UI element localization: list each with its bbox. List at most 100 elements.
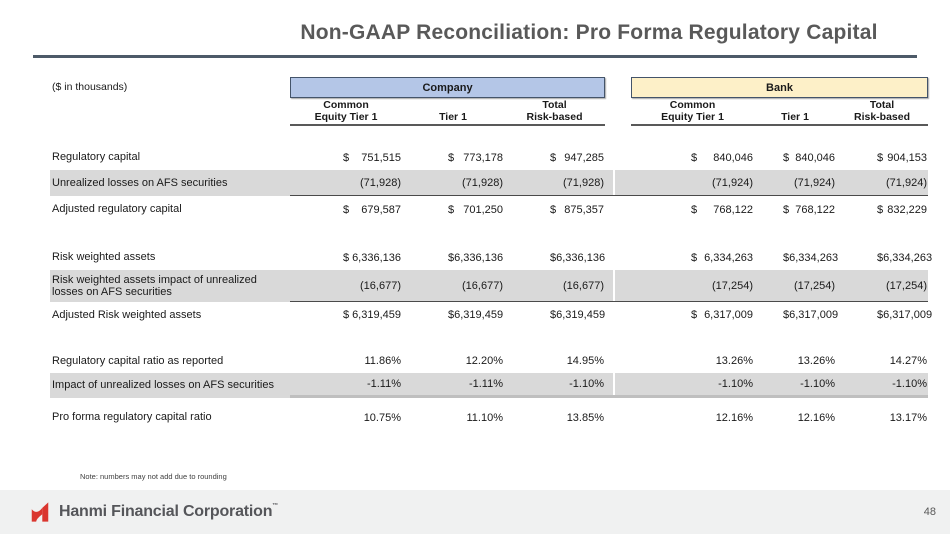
cell-value: $840,046: [691, 151, 753, 164]
cell-value: $947,285: [550, 151, 604, 164]
column-gap: [605, 170, 631, 196]
cell-value: -1.10%: [754, 373, 836, 398]
cell-value: 10.75%: [363, 411, 401, 424]
table-row: Unrealized losses on AFS securities (71,…: [50, 170, 928, 196]
group-header-row: ($ in thousands) Company Bank: [50, 77, 928, 98]
column-gap: [605, 77, 631, 98]
cell-value: $6,336,136: [550, 251, 606, 264]
page-number: 48: [923, 506, 936, 518]
brand-name: Hanmi Financial Corporation™: [59, 503, 279, 520]
cell-value: $904,153: [877, 151, 927, 164]
cell-value: $6,317,009: [691, 309, 753, 321]
table-row: Adjusted Risk weighted assets $6,319,459…: [50, 302, 933, 328]
row-label: Risk weighted assets impact of unrealize…: [50, 270, 290, 302]
table-row: Risk weighted assets $6,336,136 $6,336,1…: [50, 245, 933, 270]
row-label: Unrealized losses on AFS securities: [50, 170, 290, 196]
company-group-header: Company: [290, 77, 605, 98]
cell-value: (17,254): [631, 270, 754, 302]
cell-value: (71,924): [836, 170, 928, 196]
cell-value: (17,254): [836, 270, 928, 302]
cell-value: (16,677): [402, 270, 504, 302]
cell-value: $773,178: [448, 151, 503, 164]
cell-value: (71,928): [504, 170, 605, 196]
column-gap: [605, 270, 631, 302]
column-gap: [605, 405, 631, 430]
column-header-cet1: Common Equity Tier 1: [631, 98, 754, 126]
cell-value: $701,250: [448, 203, 503, 216]
cell-value: $679,587: [343, 203, 401, 216]
cell-value: $6,336,136: [448, 251, 504, 264]
hanmi-logo-icon: [31, 502, 49, 522]
table-row: Pro forma regulatory capital ratio 10.75…: [50, 398, 928, 430]
empty-header-cell: [50, 98, 290, 126]
cell-value: $840,046: [783, 151, 835, 164]
column-gap: [605, 349, 631, 373]
column-header-total: Total Risk-based: [836, 98, 928, 126]
column-header-tier1: Tier 1: [754, 98, 836, 126]
title-divider: [33, 55, 917, 58]
column-header-tier1: Tier 1: [402, 98, 504, 126]
cell-value: $6,336,136: [343, 251, 401, 264]
column-gap: [605, 196, 631, 223]
cell-value: $768,122: [691, 203, 753, 216]
rounding-note: Note: numbers may not add due to roundin…: [80, 472, 227, 481]
table-row: Risk weighted assets impact of unrealize…: [50, 270, 928, 302]
cell-value: (71,924): [754, 170, 836, 196]
column-header-cet1: Common Equity Tier 1: [290, 98, 402, 126]
table-row: Adjusted regulatory capital $679,587 $70…: [50, 196, 928, 223]
cell-value: $6,319,459: [550, 309, 606, 321]
cell-value: $6,317,009: [783, 309, 839, 321]
cell-value: (17,254): [754, 270, 836, 302]
cell-value: $875,357: [550, 203, 604, 216]
table-row: Regulatory capital $751,515 $773,178 $94…: [50, 145, 928, 170]
row-label: Adjusted regulatory capital: [52, 203, 182, 216]
table-row: Regulatory capital ratio as reported 11.…: [50, 349, 928, 373]
cell-value: 11.10%: [466, 411, 504, 424]
cell-value: (71,924): [631, 170, 754, 196]
cell-value: -1.11%: [290, 373, 402, 398]
column-header-row: Common Equity Tier 1 Tier 1 Total Risk-b…: [50, 98, 928, 126]
bank-group-header: Bank: [631, 77, 928, 98]
column-header-total: Total Risk-based: [504, 98, 605, 126]
cell-value: 12.16%: [715, 411, 753, 424]
cell-value: 13.17%: [889, 411, 927, 424]
row-label: Regulatory capital ratio as reported: [52, 354, 224, 367]
trademark-mark: ™: [272, 503, 279, 509]
column-gap: [605, 145, 631, 170]
table-row: Impact of unrealized losses on AFS secur…: [50, 373, 928, 398]
units-label: ($ in thousands): [52, 81, 128, 94]
cell-value: $6,334,263: [691, 251, 753, 264]
cell-value: 13.26%: [715, 355, 753, 367]
cell-value: $832,229: [877, 203, 927, 216]
spacer-row: [50, 223, 928, 245]
cell-value: $6,334,263: [877, 251, 933, 264]
row-label: Adjusted Risk weighted assets: [52, 308, 202, 321]
footer-bar: Hanmi Financial Corporation™ 48: [0, 490, 950, 534]
spacer-row: [50, 328, 928, 349]
cell-value: 11.86%: [364, 355, 402, 367]
row-label: Risk weighted assets: [52, 251, 156, 264]
column-gap: [605, 302, 631, 328]
cell-value: $751,515: [343, 151, 401, 164]
cell-value: $6,319,459: [343, 309, 401, 321]
cell-value: 12.16%: [797, 411, 835, 424]
spacer-row: [50, 126, 928, 145]
reconciliation-table: ($ in thousands) Company Bank Common Equ…: [50, 77, 933, 430]
cell-value: -1.11%: [402, 373, 504, 398]
page-title: Non-GAAP Reconciliation: Pro Forma Regul…: [300, 21, 878, 44]
cell-value: (71,928): [290, 170, 402, 196]
column-gap: [605, 373, 631, 398]
cell-value: $6,317,009: [877, 309, 933, 321]
cell-value: 14.95%: [566, 355, 604, 367]
cell-value: $6,334,263: [783, 251, 839, 264]
cell-value: $768,122: [783, 203, 835, 216]
row-label: Pro forma regulatory capital ratio: [52, 411, 212, 424]
cell-value: -1.10%: [631, 373, 754, 398]
cell-value: (71,928): [402, 170, 504, 196]
row-label: Regulatory capital: [52, 151, 141, 164]
cell-value: 12.20%: [465, 355, 503, 367]
cell-value: 13.26%: [797, 355, 835, 367]
cell-value: -1.10%: [836, 373, 928, 398]
cell-value: 13.85%: [566, 411, 604, 424]
